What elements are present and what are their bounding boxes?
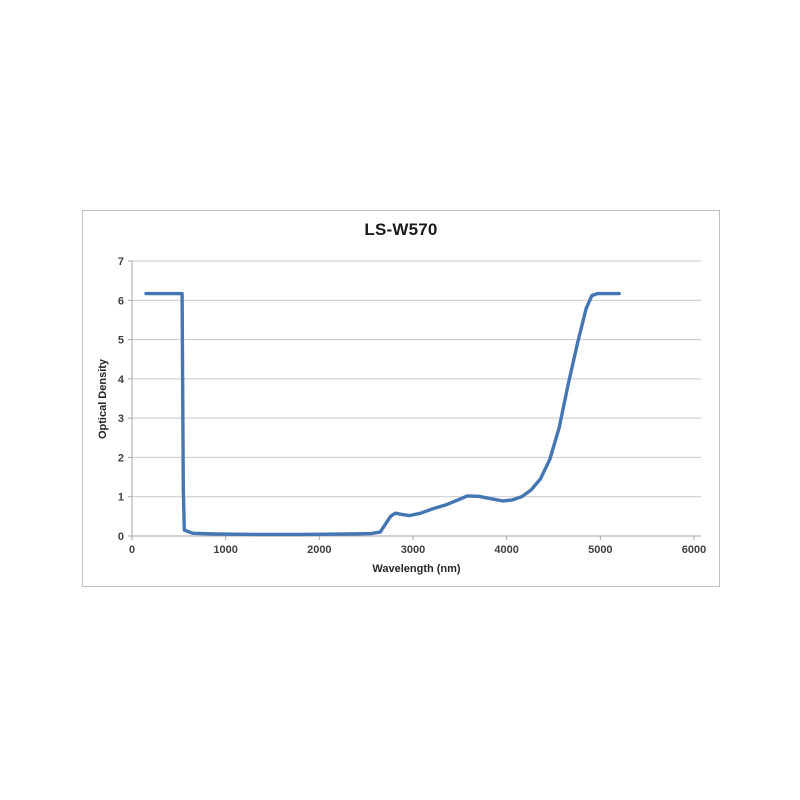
- plot-area: 0 1000 2000 3000 4000 5000 6000 0 1 2 3 4 5 6 7: [118, 256, 706, 556]
- x-tick-label-3000: 3000: [401, 544, 425, 556]
- series-line-LS-W570: [144, 291, 621, 537]
- x-tick-label-0: 0: [129, 544, 135, 556]
- y-tick-label-4: 4: [118, 374, 125, 386]
- chart-title: LS-W570: [364, 220, 438, 239]
- y-tick-label-2: 2: [118, 452, 124, 464]
- chart-frame: LS-W570 0 1000 2000 3000 4000 5000 6000 0 1 2 3 4 5 6…: [82, 210, 720, 587]
- y-tick-label-0: 0: [118, 531, 124, 543]
- y-tick-label-6: 6: [118, 295, 124, 307]
- x-tick-label-2000: 2000: [307, 544, 331, 556]
- x-tick-label-6000: 6000: [682, 544, 706, 556]
- y-tick-label-5: 5: [118, 335, 124, 347]
- y-axis-title: Optical Density: [97, 358, 109, 440]
- x-axis-title: Wavelength (nm): [372, 563, 461, 575]
- x-tick-label-1000: 1000: [213, 544, 237, 556]
- y-tick-label-3: 3: [118, 413, 124, 425]
- x-tick-label-5000: 5000: [588, 544, 612, 556]
- x-tick-label-4000: 4000: [494, 544, 518, 556]
- y-tick-label-1: 1: [118, 492, 124, 504]
- y-tick-label-7: 7: [118, 256, 124, 268]
